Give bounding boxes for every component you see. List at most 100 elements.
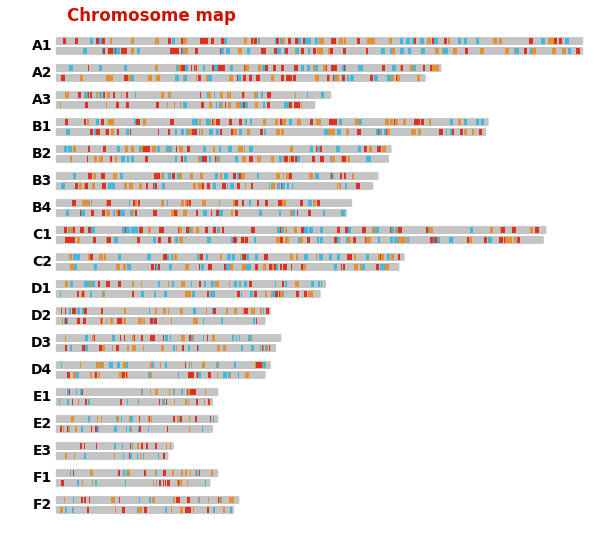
- Bar: [161, 92, 164, 98]
- Bar: [151, 416, 152, 422]
- Bar: [70, 470, 71, 476]
- Bar: [94, 156, 97, 162]
- Bar: [295, 38, 299, 44]
- Bar: [514, 48, 517, 54]
- Bar: [61, 183, 65, 188]
- Bar: [113, 210, 115, 216]
- Bar: [349, 254, 352, 260]
- Bar: [376, 264, 379, 270]
- Bar: [122, 318, 126, 324]
- Bar: [230, 183, 233, 188]
- Bar: [85, 183, 87, 188]
- Bar: [142, 389, 143, 395]
- Bar: [315, 75, 319, 81]
- Bar: [151, 363, 154, 368]
- Bar: [213, 146, 215, 152]
- Bar: [157, 75, 160, 81]
- Bar: [183, 38, 187, 44]
- Bar: [191, 281, 192, 287]
- Bar: [263, 308, 265, 314]
- Bar: [202, 200, 203, 206]
- Bar: [164, 507, 167, 513]
- Bar: [103, 146, 106, 152]
- Bar: [207, 291, 209, 297]
- Bar: [91, 227, 95, 233]
- Bar: [171, 507, 172, 513]
- Bar: [184, 102, 187, 108]
- Bar: [309, 227, 313, 233]
- Bar: [488, 237, 492, 243]
- Bar: [191, 65, 192, 71]
- Bar: [481, 120, 484, 125]
- Bar: [91, 92, 92, 98]
- Bar: [206, 254, 208, 260]
- Bar: [469, 237, 472, 243]
- Bar: [155, 38, 158, 44]
- Bar: [332, 173, 334, 179]
- Bar: [158, 129, 159, 135]
- Bar: [194, 65, 196, 71]
- Bar: [67, 426, 68, 431]
- Bar: [207, 335, 208, 341]
- Bar: [235, 156, 238, 162]
- Bar: [84, 120, 86, 125]
- Bar: [278, 200, 281, 206]
- Bar: [212, 416, 214, 422]
- Bar: [238, 372, 239, 378]
- Bar: [179, 237, 183, 243]
- Bar: [107, 92, 110, 98]
- Bar: [65, 120, 68, 125]
- Bar: [67, 237, 71, 243]
- Bar: [166, 399, 167, 405]
- Bar: [139, 416, 140, 422]
- Bar: [106, 210, 107, 216]
- Bar: [214, 92, 215, 98]
- Bar: [175, 129, 177, 135]
- Bar: [103, 345, 105, 351]
- Bar: [106, 200, 107, 206]
- Bar: [217, 227, 220, 233]
- FancyBboxPatch shape: [56, 64, 442, 72]
- Bar: [167, 480, 169, 486]
- Bar: [390, 237, 394, 243]
- Bar: [412, 38, 415, 44]
- Bar: [386, 75, 389, 81]
- Bar: [178, 227, 182, 233]
- Bar: [554, 38, 557, 44]
- Bar: [138, 426, 140, 431]
- Bar: [77, 291, 79, 297]
- Bar: [188, 345, 190, 351]
- Bar: [224, 102, 226, 108]
- Bar: [272, 264, 275, 270]
- Bar: [397, 75, 398, 81]
- Bar: [88, 92, 89, 98]
- Bar: [125, 470, 128, 476]
- Bar: [313, 65, 317, 71]
- Bar: [315, 38, 318, 44]
- Bar: [208, 92, 211, 98]
- Bar: [202, 426, 203, 431]
- Bar: [177, 480, 178, 486]
- Bar: [329, 120, 332, 125]
- Bar: [287, 183, 289, 188]
- Bar: [251, 183, 253, 188]
- Bar: [434, 237, 437, 243]
- Bar: [91, 470, 93, 476]
- Bar: [79, 183, 82, 188]
- Bar: [372, 227, 375, 233]
- Bar: [331, 65, 335, 71]
- Bar: [64, 146, 67, 152]
- Bar: [220, 102, 222, 108]
- Bar: [203, 318, 204, 324]
- Bar: [143, 146, 146, 152]
- Bar: [284, 156, 286, 162]
- Bar: [308, 210, 311, 216]
- Bar: [88, 146, 90, 152]
- FancyBboxPatch shape: [56, 415, 218, 423]
- Bar: [186, 470, 187, 476]
- Bar: [121, 416, 122, 422]
- Bar: [206, 75, 209, 81]
- Bar: [73, 200, 76, 206]
- Bar: [212, 120, 214, 125]
- Bar: [443, 38, 447, 44]
